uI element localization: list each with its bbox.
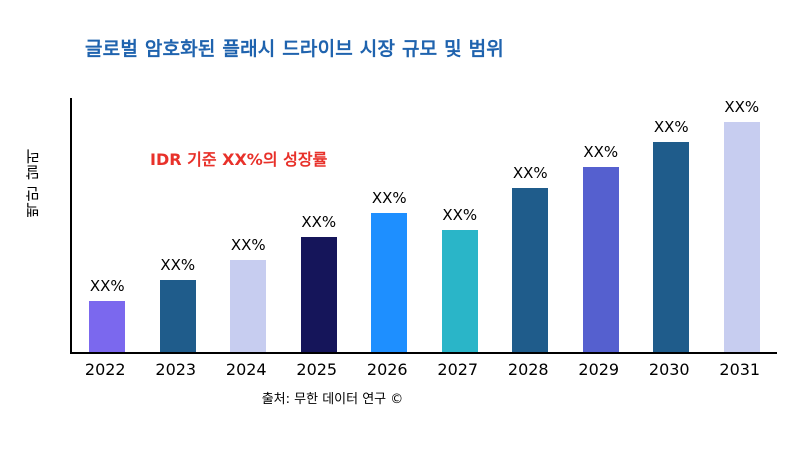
source-caption: 출처: 무한 데이터 연구 © (261, 392, 404, 407)
bar-2023 (159, 280, 196, 352)
bar-2027 (441, 229, 478, 352)
bar-group: XX% (72, 98, 143, 352)
x-tick-label: 2027 (437, 360, 479, 379)
plot-area: IDR 기준 XX%의 성장률 XX% XX% XX% XX% XX% XX% XX% XX%… (70, 98, 777, 354)
bar-group: XX% (213, 98, 284, 352)
bar-value-label: XX% (371, 189, 407, 208)
x-tick-label: 2030 (648, 360, 690, 379)
x-axis-labels: 2022 2023 2024 2025 2026 2027 2028 2029 2030 2031 (70, 360, 775, 379)
bar-2031 (723, 122, 760, 352)
y-axis-label: 백만 달러 (24, 148, 42, 218)
bar-value-label: XX% (89, 277, 125, 296)
bar-group: XX% (636, 98, 707, 352)
x-tick-label: 2031 (719, 360, 761, 379)
bar-group: XX% (495, 98, 566, 352)
bar-2028 (512, 188, 549, 352)
x-tick-label: 2025 (296, 360, 338, 379)
bar-value-label: XX% (301, 212, 337, 231)
bar-2025 (300, 236, 337, 352)
x-tick-label: 2022 (84, 360, 126, 379)
bar-value-label: XX% (230, 235, 266, 254)
x-tick-label: 2023 (155, 360, 197, 379)
bar-2024 (230, 259, 267, 352)
x-tick-label: 2028 (507, 360, 549, 379)
bar-2030 (653, 141, 690, 352)
x-tick-label: 2029 (578, 360, 620, 379)
bar-value-label: XX% (442, 205, 478, 224)
bar-group: XX% (707, 98, 778, 352)
bar-value-label: XX% (160, 256, 196, 275)
bar-group: XX% (284, 98, 355, 352)
growth-annotation: IDR 기준 XX%의 성장률 (150, 150, 328, 169)
bars: XX% XX% XX% XX% XX% XX% XX% XX% XX% XX% (72, 98, 777, 352)
x-tick-label: 2026 (366, 360, 408, 379)
bar-value-label: XX% (583, 143, 619, 162)
bar-group: XX% (143, 98, 214, 352)
bar-group: XX% (354, 98, 425, 352)
bar-group: XX% (425, 98, 496, 352)
bar-2029 (582, 167, 619, 352)
bar-2026 (371, 213, 408, 352)
bar-group: XX% (566, 98, 637, 352)
x-tick-label: 2024 (225, 360, 267, 379)
bar-value-label: XX% (653, 117, 689, 136)
bar-2022 (89, 301, 126, 352)
bar-value-label: XX% (512, 164, 548, 183)
bar-value-label: XX% (724, 98, 760, 116)
chart-title: 글로벌 암호화된 플래시 드라이브 시장 규모 및 범위 (85, 38, 504, 60)
